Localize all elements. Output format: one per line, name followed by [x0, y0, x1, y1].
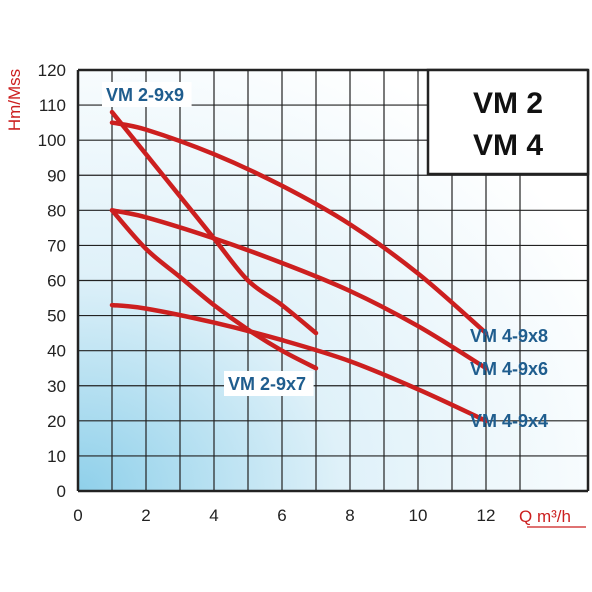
series-label-bg-vm-2-9x7	[224, 371, 314, 396]
x-axis-title: Q m³/h	[519, 507, 571, 526]
y-tick-label: 50	[47, 307, 66, 326]
y-tick-label: 100	[38, 131, 66, 150]
x-tick-label: 12	[477, 506, 496, 525]
x-tick-label: 8	[345, 506, 354, 525]
y-tick-label: 0	[57, 482, 66, 501]
series-curves	[109, 109, 489, 424]
y-tick-label: 90	[47, 166, 66, 185]
y-tick-label: 80	[47, 201, 66, 220]
y-tick-label: 60	[47, 272, 66, 291]
series-line-vm-2-9x7	[109, 208, 319, 371]
series-labels: VM 2-9x9 VM 2-9x7 VM 4-9x8 VM 4-9x6 VM 4-9x4	[102, 82, 548, 431]
x-tick-label: 4	[209, 506, 218, 525]
y-tick-label: 40	[47, 342, 66, 361]
series-label-vm-4-9x8: VM 4-9x8	[470, 326, 548, 346]
y-tick-label: 20	[47, 412, 66, 431]
series-label-vm-4-9x6: VM 4-9x6	[470, 359, 548, 379]
y-tick-label: 70	[47, 236, 66, 255]
x-tick-label: 10	[409, 506, 428, 525]
series-label-vm-4-9x4: VM 4-9x4	[470, 411, 548, 431]
y-tick-label: 10	[47, 447, 66, 466]
model-title-box: VM 2 VM 4	[426, 68, 590, 176]
x-tick-labels: 0 2 4 6 8 10 12	[73, 506, 495, 525]
series-line-vm-4-9x6	[109, 208, 489, 371]
model-title-vm2: VM 2	[473, 87, 543, 120]
series-line-vm-4-9x4	[109, 302, 489, 424]
series-label-vm-2-9x9: VM 2-9x9	[106, 85, 184, 105]
series-label-vm-2-9x7: VM 2-9x7	[228, 374, 306, 394]
y-tick-label: 120	[38, 61, 66, 80]
x-tick-label: 0	[73, 506, 82, 525]
y-tick-label: 30	[47, 377, 66, 396]
x-tick-label: 6	[277, 506, 286, 525]
model-title-box-frame	[426, 68, 590, 176]
x-tick-label: 2	[141, 506, 150, 525]
series-line-vm-4-9x8	[109, 120, 489, 336]
y-axis-title: Hm/Mss	[5, 69, 24, 131]
series-label-bg-vm-2-9x9	[102, 82, 192, 107]
model-title-vm4: VM 4	[473, 129, 543, 162]
y-tick-label: 110	[39, 96, 66, 115]
y-tick-labels: 0 10 20 30 40 50 60 70 80 90 100 110 120	[38, 61, 66, 501]
